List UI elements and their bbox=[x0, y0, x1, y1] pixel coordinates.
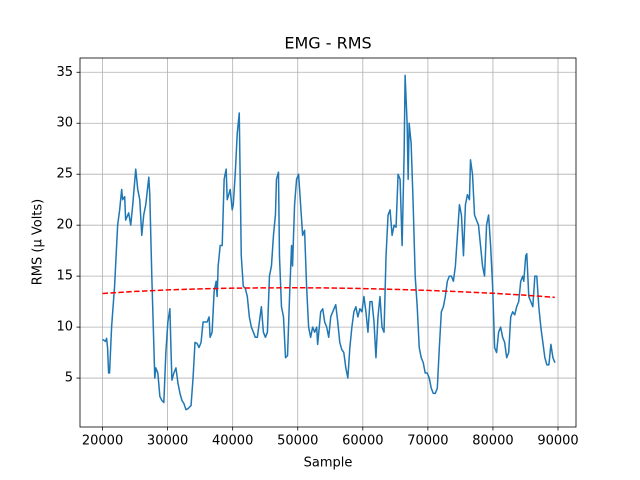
data-line bbox=[102, 287, 555, 299]
x-tick-label: 70000 bbox=[407, 434, 448, 449]
y-tick-label: 15 bbox=[56, 269, 73, 284]
y-tick-label: 25 bbox=[56, 167, 73, 182]
data-line bbox=[102, 74, 556, 411]
y-tick-label: 35 bbox=[56, 65, 73, 80]
y-tick-label: 5 bbox=[65, 371, 73, 386]
x-tick-label: 60000 bbox=[342, 434, 383, 449]
x-axis-label: Sample bbox=[304, 456, 353, 471]
x-tick-label: 90000 bbox=[537, 434, 578, 449]
chart-title: EMG - RMS bbox=[284, 34, 371, 53]
x-tick-label: 20000 bbox=[82, 434, 123, 449]
x-tick-label: 40000 bbox=[212, 434, 253, 449]
y-axis-label: RMS (μ Volts) bbox=[31, 199, 46, 286]
x-tick-label: 30000 bbox=[147, 434, 188, 449]
x-tick-label: 50000 bbox=[277, 434, 318, 449]
y-tick-label: 30 bbox=[56, 116, 73, 131]
x-tick-label: 80000 bbox=[472, 434, 513, 449]
axes-frame bbox=[79, 57, 577, 428]
y-tick-label: 10 bbox=[56, 320, 73, 335]
y-tick-label: 20 bbox=[56, 218, 73, 233]
